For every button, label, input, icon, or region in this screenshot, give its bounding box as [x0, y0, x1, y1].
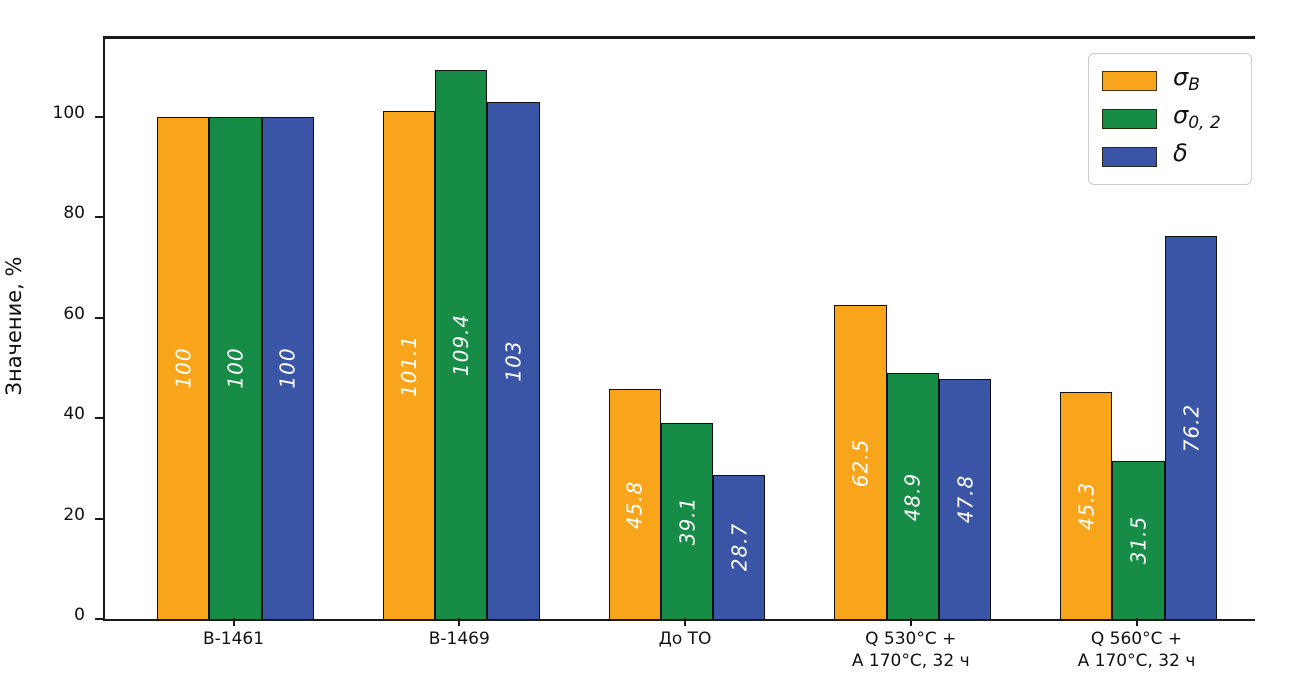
- bar-delta-cat2: 28.7: [713, 474, 766, 619]
- x-tick-label: В-1469: [428, 629, 490, 649]
- bar-delta-cat0: 100: [261, 116, 314, 619]
- bar-sigma_B-cat2: 45.8: [608, 389, 661, 619]
- bar-value-label: 103: [501, 340, 526, 382]
- bar-value-label: 45.8: [622, 480, 647, 529]
- bar-value-label: 109.4: [449, 313, 474, 376]
- legend-label-sigma-b: σB: [1173, 63, 1200, 95]
- y-tick-mark: [95, 417, 103, 420]
- legend: σB σ0, 2 δ: [1088, 53, 1252, 185]
- bar-sigma_0.2-cat4: 31.5: [1112, 460, 1165, 619]
- legend-label-sigma-02: σ0, 2: [1173, 101, 1221, 133]
- legend-swatch-orange: [1102, 71, 1157, 91]
- plot-area: 100 100 100 101.1 109.4 103 45.8 39.1 28.7 62.5 48…: [95, 36, 1255, 621]
- bar-sigma_0.2-cat0: 100: [209, 116, 262, 619]
- x-tick-mark: [458, 618, 461, 626]
- y-tick-label: 80: [63, 203, 85, 224]
- bar-value-label: 100: [223, 347, 248, 390]
- bar-value-label: 62.5: [848, 438, 873, 487]
- bar-sigma_0.2-cat3: 48.9: [886, 373, 939, 619]
- bar-value-label: 28.7: [727, 523, 752, 572]
- x-tick-label: До ТО: [658, 629, 712, 649]
- x-tick-label: Q 560°C + A 170°C, 32 ч: [1077, 629, 1196, 671]
- y-tick-label: 60: [63, 303, 85, 324]
- bar-delta-cat4: 76.2: [1164, 236, 1217, 619]
- bar-sigma_0.2-cat1: 109.4: [435, 69, 488, 619]
- y-tick-mark: [95, 618, 103, 620]
- y-tick-label: 40: [63, 404, 85, 425]
- bar-sigma_B-cat0: 100: [157, 116, 210, 619]
- bar-value-label: 100: [171, 347, 196, 390]
- y-tick-mark: [95, 115, 103, 118]
- bar-value-label: 101.1: [396, 334, 421, 397]
- x-tick-mark: [232, 618, 235, 626]
- legend-swatch-blue: [1102, 147, 1157, 167]
- bar-sigma_B-cat3: 62.5: [834, 305, 887, 619]
- x-tick-mark: [909, 618, 912, 626]
- y-tick-label: 100: [52, 102, 85, 123]
- bar-value-label: 76.2: [1178, 403, 1203, 453]
- bar-sigma_B-cat1: 101.1: [382, 111, 436, 619]
- bar-value-label: 31.5: [1126, 516, 1151, 565]
- bar-sigma_B-cat4: 45.3: [1060, 391, 1113, 619]
- legend-item-sigma-b: σB: [1102, 65, 1251, 97]
- bar-delta-cat3: 47.8: [938, 378, 992, 619]
- x-tick-mark: [1135, 618, 1138, 626]
- legend-label-delta: δ: [1173, 139, 1188, 167]
- y-tick-mark: [95, 517, 103, 520]
- bar-value-label: 39.1: [674, 497, 699, 546]
- x-tick-mark: [684, 618, 686, 626]
- bar-sigma_0.2-cat2: 39.1: [660, 422, 714, 619]
- legend-item-sigma-02: σ0, 2: [1102, 103, 1251, 135]
- y-tick-label: 0: [74, 605, 85, 625]
- bar-value-label: 45.3: [1074, 481, 1099, 531]
- x-tick-label: Q 530°C + A 170°C, 32 ч: [851, 629, 970, 671]
- y-tick-mark: [95, 216, 103, 219]
- bar-value-label: 47.8: [953, 475, 978, 524]
- y-axis-label: Значение, %: [2, 256, 26, 396]
- legend-item-delta: δ: [1102, 141, 1251, 173]
- y-tick-mark: [95, 316, 103, 319]
- legend-swatch-green: [1102, 109, 1157, 129]
- bar-delta-cat1: 103: [487, 101, 540, 619]
- x-tick-label: В-1461: [202, 629, 265, 649]
- bar-value-label: 48.9: [900, 472, 925, 521]
- bar-value-label: 100: [275, 347, 300, 390]
- y-tick-label: 20: [63, 504, 85, 525]
